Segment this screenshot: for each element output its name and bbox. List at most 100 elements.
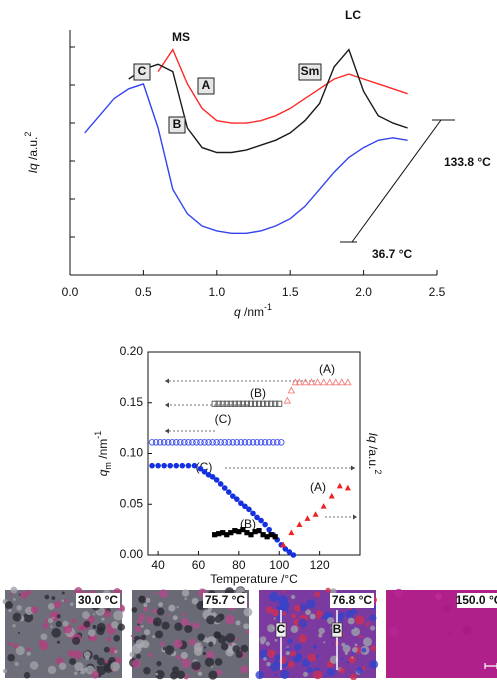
texture — [232, 645, 240, 653]
texture — [16, 605, 22, 611]
texture — [298, 634, 308, 643]
texture — [302, 658, 311, 668]
annotation: Sm — [301, 64, 320, 78]
texture — [270, 662, 280, 673]
point — [320, 503, 327, 509]
point — [234, 496, 240, 502]
texture — [143, 603, 148, 608]
texture — [307, 667, 313, 673]
texture — [336, 613, 344, 622]
annotation: B — [173, 117, 182, 131]
texture — [168, 604, 176, 612]
texture — [326, 667, 336, 677]
x-tick-label: 1.5 — [282, 285, 299, 299]
texture — [340, 657, 344, 661]
texture — [187, 622, 191, 626]
texture — [96, 657, 105, 666]
texture — [104, 659, 109, 664]
texture — [52, 616, 55, 619]
label-part: Iq — [366, 433, 380, 443]
texture — [161, 621, 170, 630]
point — [344, 484, 351, 491]
annotation: A — [202, 78, 211, 92]
texture — [327, 617, 335, 625]
texture — [354, 643, 358, 647]
point — [246, 506, 252, 513]
texture — [87, 629, 96, 637]
texture — [42, 622, 49, 629]
point — [173, 439, 180, 446]
point — [168, 439, 176, 446]
label-part: 2 — [373, 469, 383, 474]
point — [240, 527, 246, 533]
point — [251, 400, 259, 407]
point — [258, 517, 264, 524]
label-bg — [330, 593, 374, 608]
texture — [235, 650, 243, 659]
point — [209, 439, 216, 446]
x-tick-label: 120 — [310, 558, 330, 572]
axis-label: qm /nm-1 — [93, 431, 113, 477]
texture — [213, 631, 221, 639]
texture — [200, 644, 203, 647]
axis-label: Iq /a.u.2 — [23, 132, 40, 174]
texture — [155, 669, 165, 680]
texture — [51, 628, 62, 638]
point — [256, 528, 262, 534]
texture — [146, 616, 155, 625]
curve — [157, 48, 408, 124]
point — [201, 439, 208, 446]
point — [241, 439, 249, 446]
texture — [101, 617, 105, 621]
texture — [131, 659, 141, 669]
texture — [184, 624, 193, 633]
x-tick-label: 2.5 — [429, 285, 446, 299]
texture — [152, 608, 158, 615]
texture — [368, 621, 371, 624]
texture — [18, 593, 21, 596]
x-tick-label: 60 — [192, 558, 206, 572]
texture — [40, 633, 48, 641]
label-part: -1 — [264, 302, 272, 312]
point — [264, 400, 271, 407]
x-tick-label: 100 — [269, 558, 289, 572]
texture — [297, 618, 308, 628]
point — [227, 400, 234, 407]
point — [261, 439, 269, 446]
texture — [13, 643, 19, 649]
point — [239, 400, 246, 407]
texture — [315, 654, 319, 658]
point — [148, 439, 156, 446]
texture — [266, 649, 276, 658]
point — [245, 439, 253, 446]
texture — [188, 638, 196, 646]
texture — [202, 651, 206, 656]
texture — [30, 606, 38, 614]
texture — [355, 615, 365, 625]
texture — [23, 612, 34, 623]
label-part: /a.u. — [26, 137, 40, 164]
point — [260, 400, 267, 407]
texture — [315, 593, 319, 597]
curve — [84, 83, 408, 234]
texture — [132, 638, 135, 641]
annotation: (C) — [215, 412, 232, 426]
texture — [331, 642, 335, 645]
texture — [152, 635, 156, 639]
texture — [352, 647, 358, 653]
texture — [274, 673, 278, 677]
texture — [26, 647, 31, 652]
point — [313, 378, 322, 386]
texture — [206, 615, 216, 625]
point — [217, 481, 224, 487]
texture — [240, 665, 249, 674]
marker-label: C — [277, 622, 286, 636]
x-tick-label: 2.0 — [355, 285, 372, 299]
point — [238, 500, 244, 507]
texture — [371, 662, 376, 667]
texture — [85, 655, 90, 661]
point — [344, 378, 352, 386]
arrow-head — [165, 378, 169, 384]
point — [296, 521, 303, 527]
point — [248, 532, 254, 538]
